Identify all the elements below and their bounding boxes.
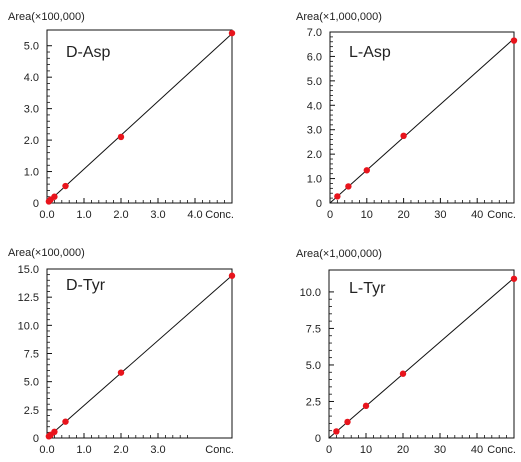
y-axis-label: Area(×100,000)	[8, 11, 85, 23]
y-tick-label: 0	[33, 198, 39, 210]
y-tick-label: 5.0	[306, 360, 321, 372]
data-point	[510, 275, 518, 282]
x-tick-label: 1.0	[76, 209, 91, 221]
data-point	[51, 428, 58, 436]
data-point	[399, 370, 407, 377]
x-tick-label: 20	[397, 209, 409, 221]
y-tick-label: 7.5	[24, 349, 39, 361]
y-tick-label: 5.0	[24, 41, 39, 53]
x-tick-label: 0.0	[39, 444, 54, 456]
data-point	[228, 29, 236, 37]
y-tick-label: 7.0	[307, 27, 322, 39]
x-tick-label: 0	[327, 209, 333, 221]
y-tick-label: 7.5	[306, 323, 321, 335]
chart-panel-1: Area(×100,000) D-Asp 0 1.0 2.0 3.0 4.0 5.0 0.0 1.…	[8, 11, 236, 221]
y-tick-label: 12.5	[18, 292, 39, 304]
chart-title: L-Asp	[349, 44, 391, 61]
x-tick-label: 30	[434, 444, 446, 456]
chart-panel-3: Area(×100,000) D-Tyr 0 2.5 5.0 7.5 10.0 12.5 15.…	[8, 247, 236, 456]
x-axis-label: Conc.	[487, 444, 516, 456]
y-tick-label: 3.0	[307, 125, 322, 137]
y-tick-label: 5.0	[307, 76, 322, 88]
x-tick-label: 0	[326, 444, 332, 456]
plot-frame	[46, 29, 233, 204]
plot-frame	[46, 268, 233, 439]
x-tick-label: 2.0	[113, 209, 128, 221]
data-point	[510, 37, 518, 44]
data-point	[333, 428, 340, 435]
y-tick-label: 0	[315, 433, 321, 445]
y-tick-label: 2.0	[307, 149, 322, 161]
data-point	[117, 369, 125, 376]
plot-frame	[329, 31, 515, 204]
x-tick-label: 1.0	[76, 444, 91, 456]
data-point	[363, 167, 370, 174]
y-tick-label: 0	[33, 433, 39, 445]
y-axis-label: Area(×1,000,000)	[296, 248, 382, 260]
fit-line	[46, 33, 233, 204]
x-tick-label: 10	[361, 209, 373, 221]
data-point	[400, 132, 407, 140]
y-tick-label: 10.0	[18, 320, 39, 332]
y-axis-label: Area(×100,000)	[8, 247, 85, 259]
chart-panel-2: Area(×1,000,000) L-Asp 0 1.0 2.0 3.0 4.0 5.0 6.0…	[296, 11, 518, 221]
y-tick-label: 4.0	[24, 72, 39, 84]
x-tick-label: 2.0	[113, 444, 128, 456]
data-point	[228, 272, 236, 279]
plot-frame	[328, 269, 515, 439]
fit-line	[328, 277, 515, 439]
y-tick-label: 2.5	[24, 405, 39, 417]
x-axis-label: Conc.	[205, 444, 234, 456]
x-tick-label: 30	[434, 209, 446, 221]
y-tick-label: 2.5	[306, 396, 321, 408]
chart-panel-4: Area(×1,000,000) L-Tyr 0 2.5 5.0 7.5 10.0 0 10 20…	[296, 248, 518, 456]
data-point	[345, 183, 352, 190]
data-point	[62, 418, 69, 425]
y-tick-label: 0	[316, 198, 322, 210]
data-point	[362, 402, 370, 410]
y-tick-label: 1.0	[24, 167, 39, 179]
y-tick-label: 15.0	[18, 264, 39, 276]
data-point	[334, 193, 341, 200]
chart-title: D-Asp	[66, 44, 111, 61]
y-tick-label: 2.0	[24, 135, 39, 147]
x-tick-label: 4.0	[187, 209, 202, 221]
y-tick-label: 1.0	[307, 174, 322, 186]
x-tick-label: 0.0	[39, 209, 54, 221]
x-tick-label: 3.0	[150, 209, 165, 221]
data-point	[344, 418, 351, 426]
x-tick-label: 40	[471, 209, 483, 221]
y-axis-label: Area(×1,000,000)	[296, 11, 382, 23]
fit-line	[46, 275, 233, 439]
y-tick-label: 10.0	[300, 287, 321, 299]
y-tick-label: 3.0	[24, 104, 39, 116]
y-tick-label: 5.0	[24, 377, 39, 389]
y-tick-label: 4.0	[307, 100, 322, 112]
x-axis-label: Conc.	[205, 209, 234, 221]
x-tick-label: 10	[360, 444, 372, 456]
x-tick-label: 40	[471, 444, 483, 456]
chart-title: L-Tyr	[349, 280, 386, 297]
data-point	[117, 133, 125, 141]
fit-line	[329, 38, 515, 204]
data-point	[62, 182, 69, 190]
chart-title: D-Tyr	[66, 277, 106, 294]
x-tick-label: 3.0	[150, 444, 165, 456]
data-point	[51, 193, 58, 200]
x-axis-label: Conc.	[487, 209, 516, 221]
x-tick-label: 20	[397, 444, 409, 456]
y-tick-label: 6.0	[307, 51, 322, 63]
